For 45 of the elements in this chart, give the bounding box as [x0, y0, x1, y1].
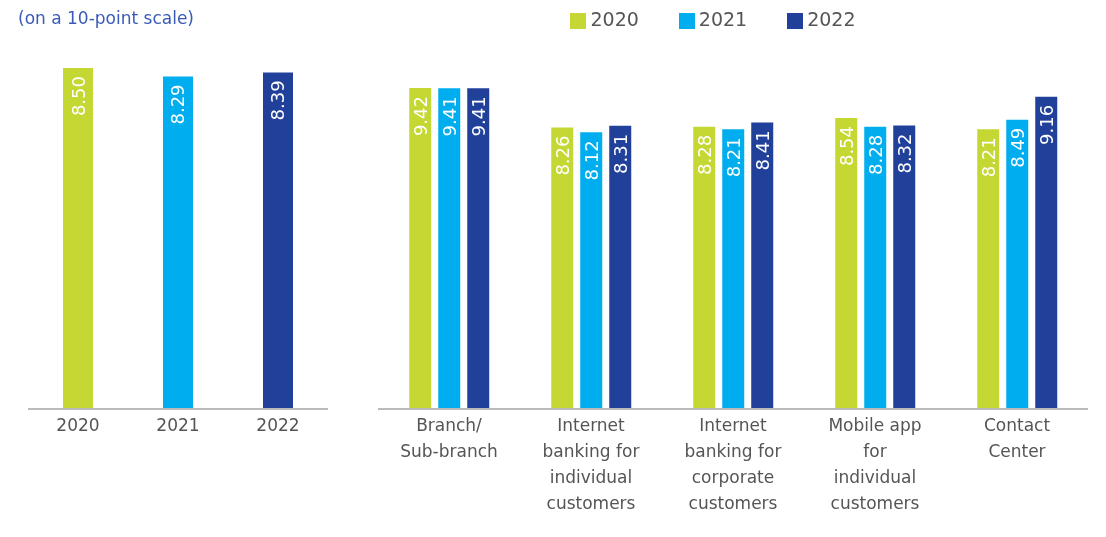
- x-tick-label: Internet banking for individual customers: [542, 415, 640, 513]
- data-label: 8.12: [580, 140, 602, 181]
- legend-label: 2022: [807, 8, 856, 30]
- data-label: 8.39: [267, 80, 289, 121]
- x-tick-label: 2020: [56, 415, 100, 435]
- data-label: 8.41: [751, 130, 773, 171]
- legend-label: 2020: [590, 8, 639, 30]
- x-tick-label: Contact Center: [983, 415, 1051, 461]
- bar: [864, 126, 887, 409]
- bar: [893, 125, 916, 409]
- bar: [693, 126, 716, 409]
- bar: [751, 122, 774, 409]
- bar: [835, 117, 858, 409]
- chart-subtitle: (on a 10-point scale): [18, 8, 194, 28]
- bar: [977, 129, 1000, 409]
- data-label: 8.49: [1006, 127, 1028, 168]
- bar: [609, 125, 632, 409]
- data-label: 8.26: [551, 135, 573, 176]
- bar: [551, 127, 574, 409]
- data-label: 9.42: [409, 96, 431, 137]
- data-label: 8.31: [609, 133, 631, 174]
- bar: [409, 88, 432, 409]
- bar: [467, 88, 490, 409]
- data-label: 8.28: [693, 134, 715, 175]
- data-label: 9.16: [1035, 104, 1057, 145]
- data-label: 8.50: [67, 76, 89, 117]
- data-label: 8.21: [722, 137, 744, 178]
- legend-label: 2021: [698, 8, 748, 30]
- x-tick-label: Mobile app for individual customers: [828, 415, 922, 513]
- data-label: 8.54: [835, 125, 857, 167]
- x-tick-label: 2022: [256, 415, 300, 435]
- bar: [580, 132, 603, 409]
- data-label: 8.29: [167, 84, 189, 125]
- data-label: 8.21: [977, 137, 999, 178]
- data-label: 9.41: [467, 96, 489, 137]
- bar: [1035, 96, 1058, 409]
- x-tick-label: 2021: [156, 415, 200, 435]
- x-tick-label: Internet banking for corporate customers: [684, 415, 782, 513]
- bar: [1006, 119, 1029, 409]
- bar: [722, 129, 745, 409]
- data-label: 8.32: [893, 133, 915, 174]
- x-tick-label: Branch/ Sub-branch: [400, 415, 498, 461]
- bar: [438, 88, 461, 409]
- data-label: 9.41: [438, 96, 460, 137]
- data-label: 8.28: [864, 134, 886, 175]
